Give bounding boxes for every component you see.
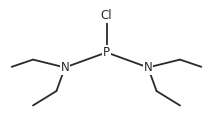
Text: N: N: [144, 61, 153, 74]
Text: Cl: Cl: [101, 9, 112, 22]
Text: P: P: [103, 46, 110, 59]
Text: N: N: [60, 61, 69, 74]
